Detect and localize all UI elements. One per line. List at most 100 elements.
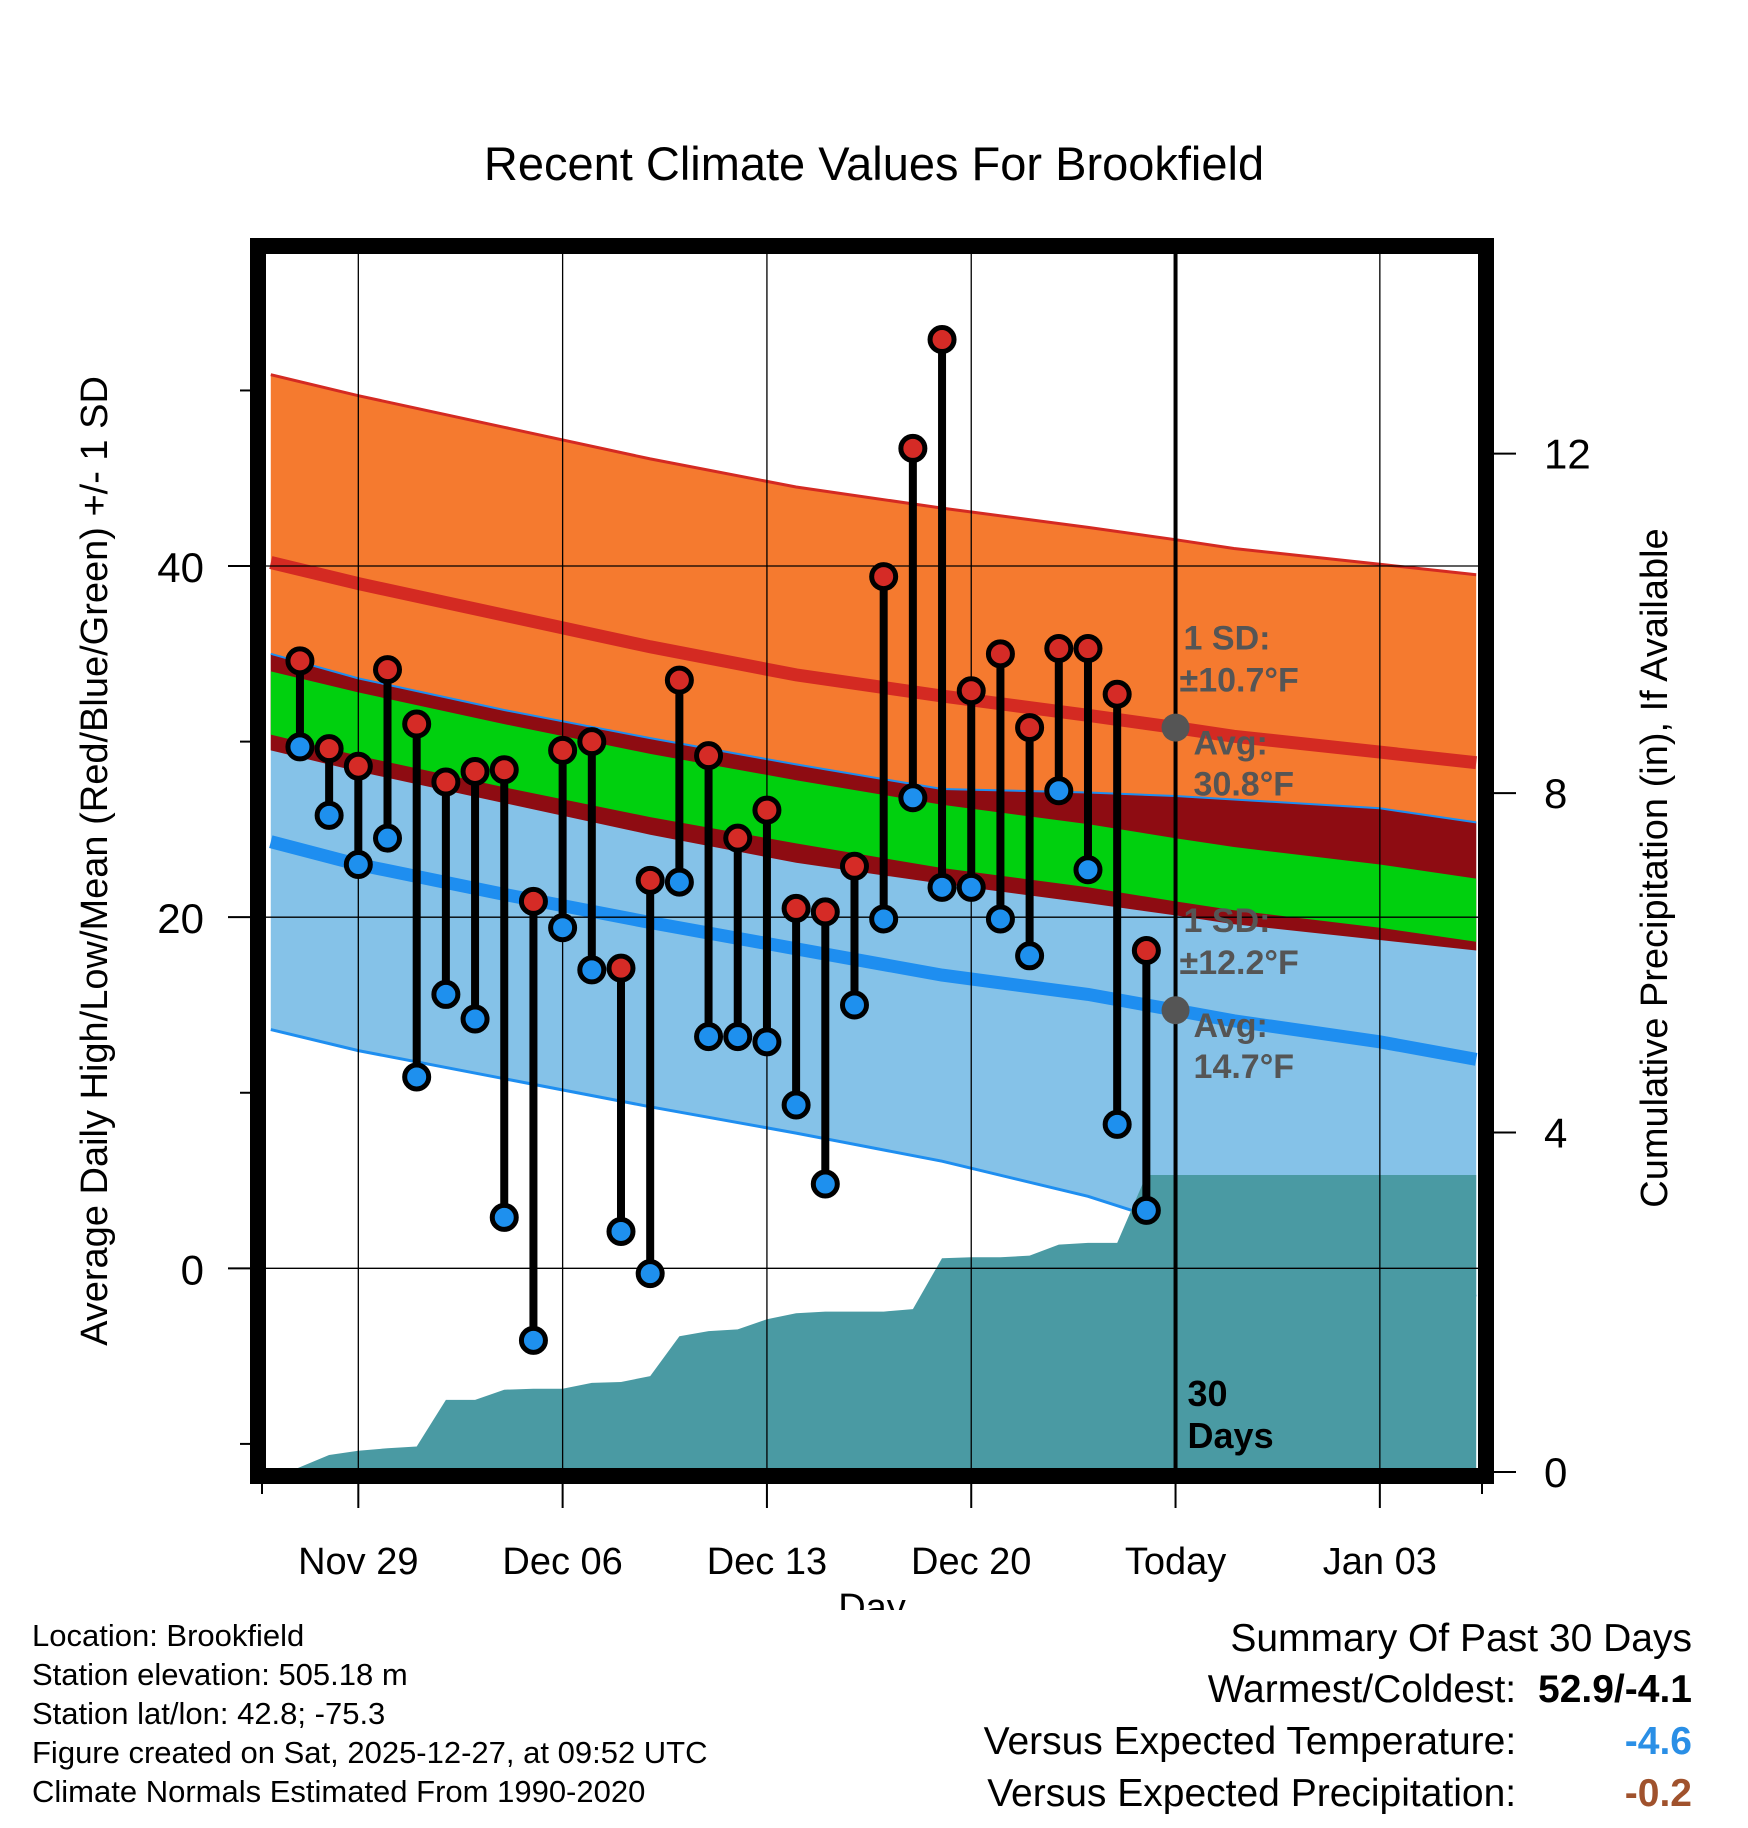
- daily-low-dot: [898, 783, 928, 813]
- high-sd-label: 1 SD:: [1184, 620, 1271, 658]
- daily-high-dot: [373, 655, 403, 685]
- y2-tick-label: 12: [1544, 431, 1591, 478]
- daily-low-dot: [927, 872, 957, 902]
- normals-text: Climate Normals Estimated From 1990-2020: [32, 1774, 646, 1809]
- daily-low-dot: [606, 1216, 636, 1246]
- chart-title: Recent Climate Values For Brookfield: [484, 137, 1264, 190]
- daily-low-dot: [1073, 855, 1103, 885]
- x-tick-label: Nov 29: [298, 1541, 418, 1583]
- daily-high-dot: [431, 767, 461, 797]
- low-avg-label: Avg:: [1194, 1007, 1268, 1045]
- daily-low-dot: [373, 823, 403, 853]
- daily-high-dot: [577, 727, 607, 757]
- y2-tick-label: 0: [1544, 1449, 1567, 1496]
- daily-low-dot: [460, 1004, 490, 1034]
- temp-value: -4.6: [1624, 1720, 1692, 1763]
- daily-low-dot: [402, 1062, 432, 1092]
- precip-value: -0.2: [1624, 1772, 1692, 1815]
- high-sd-value: ±10.7°F: [1180, 662, 1299, 700]
- daily-low-dot: [548, 913, 578, 943]
- axis-ticks: [228, 389, 1516, 1508]
- daily-high-dot: [781, 893, 811, 923]
- y-tick-label: 40: [157, 544, 204, 591]
- daily-high-dot: [402, 709, 432, 739]
- x-tick-label: Dec 13: [707, 1541, 827, 1583]
- elevation-text: Station elevation: 505.18 m: [32, 1657, 408, 1692]
- daily-dots: [285, 325, 1161, 1355]
- plot-frame: [250, 238, 1494, 1484]
- daily-low-dot: [723, 1022, 753, 1052]
- daily-low-dot: [985, 904, 1015, 934]
- y-axis-label: Average Daily High/Low/Mean (Red/Blue/Gr…: [74, 376, 116, 1346]
- daily-high-dot: [664, 665, 694, 695]
- daily-high-dot: [985, 639, 1015, 669]
- precip-row: Versus Expected Precipitation: -0.2: [984, 1768, 1692, 1820]
- daily-low-dot: [343, 850, 373, 880]
- warm-cold-label: Warmest/Coldest:: [1207, 1668, 1517, 1711]
- daily-low-dot: [869, 904, 899, 934]
- daily-low-dot: [781, 1090, 811, 1120]
- low-avg-value: 14.7°F: [1194, 1048, 1295, 1086]
- summary-panel: Summary Of Past 30 Days Warmest/Coldest:…: [984, 1614, 1692, 1820]
- y-tick-label: 0: [181, 1246, 204, 1293]
- x-tick-label: Jan 03: [1323, 1541, 1437, 1583]
- warm-cold-row: Warmest/Coldest: 52.9/-4.1: [984, 1664, 1692, 1716]
- daily-high-dot: [927, 325, 957, 355]
- daily-high-dot: [1073, 634, 1103, 664]
- daily-high-dot: [1102, 679, 1132, 709]
- daily-high-dot: [1044, 634, 1074, 664]
- daily-low-dot: [752, 1027, 782, 1057]
- low-avg-marker: [1161, 996, 1190, 1025]
- daily-high-dot: [810, 897, 840, 927]
- daily-low-dot: [1044, 776, 1074, 806]
- daily-high-dot: [1131, 936, 1161, 966]
- x-axis-label: Day: [838, 1587, 906, 1610]
- daily-high-dot: [548, 735, 578, 765]
- y2-tick-label: 8: [1544, 770, 1567, 817]
- temp-row: Versus Expected Temperature: -4.6: [984, 1716, 1692, 1768]
- low-sd-value: ±12.2°F: [1180, 944, 1299, 982]
- daily-low-dot: [1131, 1195, 1161, 1225]
- daily-high-dot: [839, 851, 869, 881]
- station-info: Location: Brookfield Station elevation: …: [32, 1616, 708, 1811]
- daily-high-dot: [694, 741, 724, 771]
- daily-low-dot: [577, 955, 607, 985]
- high-avg-value: 30.8°F: [1194, 766, 1295, 804]
- daily-high-dot: [285, 646, 315, 676]
- daily-low-dot: [1102, 1109, 1132, 1139]
- high-avg-label: Avg:: [1194, 725, 1268, 763]
- daily-high-dot: [898, 433, 928, 463]
- daily-high-dot: [314, 734, 344, 764]
- climate-chart: Recent Climate Values For Brookfield 1 SD…: [74, 137, 1676, 1610]
- daily-low-dot: [1015, 941, 1045, 971]
- precip-label: Versus Expected Precipitation:: [987, 1772, 1517, 1815]
- daily-low-dot: [314, 800, 344, 830]
- daily-high-dot: [956, 676, 986, 706]
- x-tick-label: Dec 20: [911, 1541, 1031, 1583]
- daily-low-dot: [956, 872, 986, 902]
- low-sd-label: 1 SD:: [1184, 902, 1271, 940]
- y-tick-label: 20: [157, 895, 204, 942]
- x-tick-label: Dec 06: [502, 1541, 622, 1583]
- temp-label: Versus Expected Temperature:: [983, 1720, 1517, 1763]
- daily-high-dot: [869, 562, 899, 592]
- days-label-number: 30: [1188, 1373, 1228, 1414]
- daily-sticks: [295, 339, 1151, 1341]
- daily-high-dot: [489, 755, 519, 785]
- daily-low-dot: [285, 732, 315, 762]
- daily-high-dot: [1015, 713, 1045, 743]
- daily-high-dot: [635, 865, 665, 895]
- daily-high-dot: [752, 795, 782, 825]
- daily-low-dot: [635, 1259, 665, 1289]
- y2-tick-label: 4: [1544, 1110, 1567, 1157]
- daily-low-dot: [839, 990, 869, 1020]
- daily-high-dot: [723, 823, 753, 853]
- low-normal-line: [269, 835, 1478, 1066]
- daily-low-dot: [694, 1022, 724, 1052]
- daily-low-dot: [489, 1202, 519, 1232]
- daily-low-dot: [664, 867, 694, 897]
- created-text: Figure created on Sat, 2025-12-27, at 09…: [32, 1735, 708, 1770]
- y2-axis-label: Cumulative Precipitation (in), If Availa…: [1634, 528, 1676, 1207]
- daily-low-dot: [810, 1169, 840, 1199]
- daily-low-dot: [518, 1325, 548, 1355]
